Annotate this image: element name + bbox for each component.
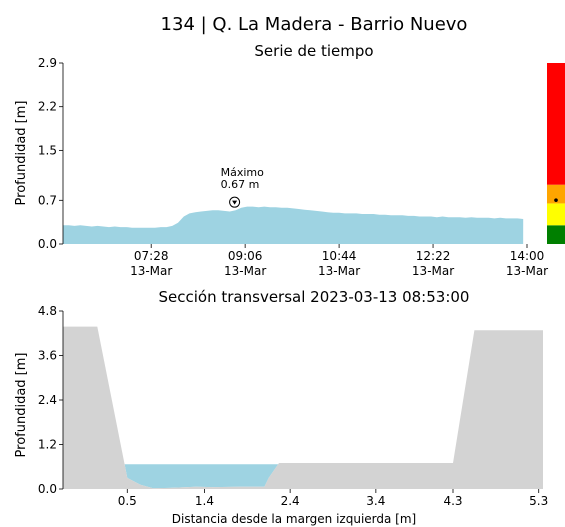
- max-value-label: 0.67 m: [221, 178, 260, 191]
- y-tick-label: 0.7: [38, 193, 57, 207]
- y-tick-label: 0.0: [38, 237, 57, 251]
- time-series-title: Serie de tiempo: [254, 42, 373, 60]
- x-tick-label: 5.3: [529, 494, 548, 508]
- cross-section-title: Sección transversal 2023-03-13 08:53:00: [159, 288, 470, 306]
- cross-section-area-layer: [63, 326, 543, 489]
- y-tick-label: 0.0: [38, 482, 57, 496]
- cross-section-ylabel: Profundidad [m]: [14, 353, 29, 458]
- alert-color-bar: [547, 63, 565, 244]
- x-tick-label: 0.5: [118, 494, 137, 508]
- x-tick-label: 1.4: [195, 494, 214, 508]
- cross-section-chart: Sección transversal 2023-03-13 08:53:00 …: [14, 288, 548, 526]
- x-tick-label: 4.3: [443, 494, 462, 508]
- x-tick-date-label: 13-Mar: [224, 264, 266, 278]
- page-title: 134 | Q. La Madera - Barrio Nuevo: [161, 14, 468, 35]
- water-area: [124, 464, 279, 489]
- x-tick-date-label: 13-Mar: [412, 264, 454, 278]
- y-tick-label: 1.2: [38, 438, 57, 452]
- x-tick-time-label: 12:22: [416, 249, 451, 263]
- alert-segment: [547, 203, 565, 226]
- x-tick-time-label: 14:00: [510, 249, 545, 263]
- max-marker-arrow-icon: [232, 200, 238, 205]
- x-tick-label: 2.4: [281, 494, 300, 508]
- y-tick-label: 2.9: [38, 56, 57, 70]
- alert-segment: [547, 184, 565, 204]
- y-tick-label: 1.5: [38, 143, 57, 157]
- cross-section-xlabel: Distancia desde la margen izquierda [m]: [172, 512, 416, 526]
- y-tick-label: 3.6: [38, 349, 57, 363]
- x-tick-date-label: 13-Mar: [318, 264, 360, 278]
- time-series-ylabel: Profundidad [m]: [14, 101, 29, 206]
- time-series-chart: Serie de tiempo Profundidad [m] 0.0 0.7 1.…: [14, 42, 565, 278]
- cross-section-axes: 0.0 1.2 2.4 3.6 4.8 0.5 1.4 2.4 3.4 4.3 5.3: [38, 304, 548, 508]
- x-tick-time-label: 10:44: [322, 249, 357, 263]
- depth-area-series: [63, 206, 524, 244]
- alert-segment: [547, 63, 565, 185]
- time-series-area-layer: [63, 206, 524, 244]
- time-series-axes: 0.00.71.52.22.907:2813-Mar09:0613-Mar10:…: [38, 56, 548, 278]
- x-tick-time-label: 09:06: [228, 249, 263, 263]
- alert-segment: [547, 225, 565, 244]
- x-tick-time-label: 07:28: [134, 249, 169, 263]
- channel-section-area: [63, 326, 543, 489]
- max-label: Máximo: [221, 166, 265, 179]
- y-tick-label: 2.4: [38, 393, 57, 407]
- y-tick-label: 2.2: [38, 100, 57, 114]
- alert-level-marker: [554, 198, 558, 202]
- x-tick-label: 3.4: [366, 494, 385, 508]
- y-tick-label: 4.8: [38, 304, 57, 318]
- x-tick-date-label: 13-Mar: [506, 264, 548, 278]
- x-tick-date-label: 13-Mar: [130, 264, 172, 278]
